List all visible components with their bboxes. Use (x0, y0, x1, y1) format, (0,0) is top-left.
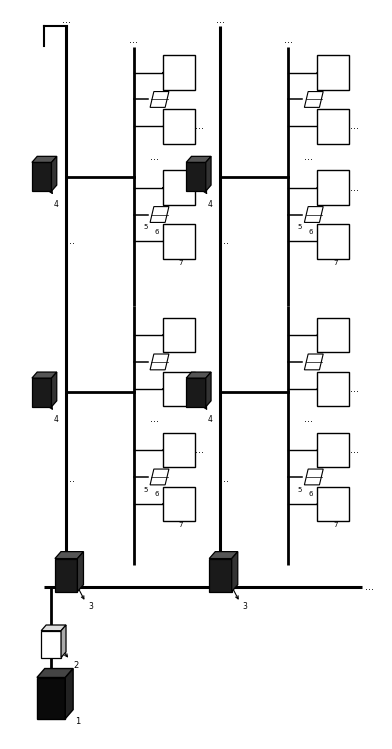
Bar (163, 372, 195, 406)
Text: ...: ... (305, 152, 313, 162)
Bar (318, 224, 349, 258)
Text: ...: ... (305, 414, 313, 425)
Bar (318, 55, 349, 90)
Text: ...: ... (350, 183, 359, 192)
Polygon shape (150, 469, 169, 485)
Text: 3: 3 (243, 602, 247, 611)
Text: ...: ... (220, 237, 229, 246)
Polygon shape (304, 354, 323, 370)
Polygon shape (55, 559, 78, 592)
Polygon shape (186, 372, 211, 378)
Bar (163, 433, 195, 467)
Polygon shape (150, 354, 169, 370)
Polygon shape (51, 372, 57, 407)
Text: ...: ... (220, 474, 229, 484)
Polygon shape (206, 157, 211, 191)
Bar (318, 109, 349, 144)
Text: ...: ... (195, 445, 204, 455)
Text: ...: ... (350, 445, 359, 455)
Polygon shape (61, 625, 66, 658)
Bar (163, 55, 195, 90)
Polygon shape (65, 669, 73, 718)
Polygon shape (41, 631, 61, 658)
Polygon shape (209, 559, 232, 592)
Polygon shape (37, 678, 65, 718)
Text: ...: ... (350, 384, 359, 394)
Text: ...: ... (195, 384, 204, 394)
Text: 2: 2 (73, 661, 78, 670)
Text: 4: 4 (54, 199, 58, 208)
Text: ...: ... (66, 237, 75, 246)
Polygon shape (51, 157, 57, 191)
Text: ...: ... (284, 35, 293, 45)
Text: 4: 4 (54, 415, 58, 424)
Text: 7: 7 (179, 523, 183, 529)
Polygon shape (304, 207, 323, 222)
Text: 7: 7 (333, 523, 338, 529)
Text: 5: 5 (297, 487, 302, 493)
Polygon shape (186, 163, 206, 191)
Polygon shape (304, 469, 323, 485)
Bar (163, 109, 195, 144)
Polygon shape (150, 207, 169, 222)
Polygon shape (32, 163, 51, 191)
Polygon shape (78, 551, 83, 592)
Bar (163, 318, 195, 352)
Polygon shape (37, 669, 73, 678)
Polygon shape (55, 551, 83, 559)
Polygon shape (206, 372, 211, 407)
Text: 5: 5 (297, 225, 302, 231)
Text: ...: ... (350, 121, 359, 131)
Text: 7: 7 (333, 260, 338, 266)
Polygon shape (209, 551, 238, 559)
Text: ...: ... (150, 152, 159, 162)
Bar (318, 487, 349, 521)
Polygon shape (150, 91, 169, 107)
Text: ...: ... (365, 582, 374, 592)
Polygon shape (41, 625, 66, 631)
Text: 1: 1 (75, 718, 80, 727)
Text: 7: 7 (179, 260, 183, 266)
Text: 6: 6 (309, 228, 313, 234)
Text: ...: ... (195, 183, 204, 192)
Bar (318, 170, 349, 204)
Text: ...: ... (150, 414, 159, 425)
Polygon shape (32, 378, 51, 407)
Bar (318, 433, 349, 467)
Text: 6: 6 (309, 491, 313, 497)
Text: ...: ... (195, 121, 204, 131)
Bar (163, 487, 195, 521)
Text: ...: ... (66, 474, 75, 484)
Text: 4: 4 (208, 415, 213, 424)
Polygon shape (32, 157, 57, 163)
Bar (318, 318, 349, 352)
Text: 6: 6 (154, 228, 159, 234)
Polygon shape (186, 157, 211, 163)
Bar (318, 372, 349, 406)
Text: ...: ... (129, 35, 138, 45)
Text: 5: 5 (143, 487, 147, 493)
Text: 5: 5 (143, 225, 147, 231)
Polygon shape (232, 551, 238, 592)
Text: ...: ... (216, 15, 225, 25)
Polygon shape (304, 91, 323, 107)
Polygon shape (186, 378, 206, 407)
Polygon shape (32, 372, 57, 378)
Bar (163, 170, 195, 204)
Text: 6: 6 (154, 491, 159, 497)
Bar (163, 224, 195, 258)
Text: 4: 4 (208, 199, 213, 208)
Text: 3: 3 (88, 602, 93, 611)
Text: ...: ... (62, 15, 71, 25)
